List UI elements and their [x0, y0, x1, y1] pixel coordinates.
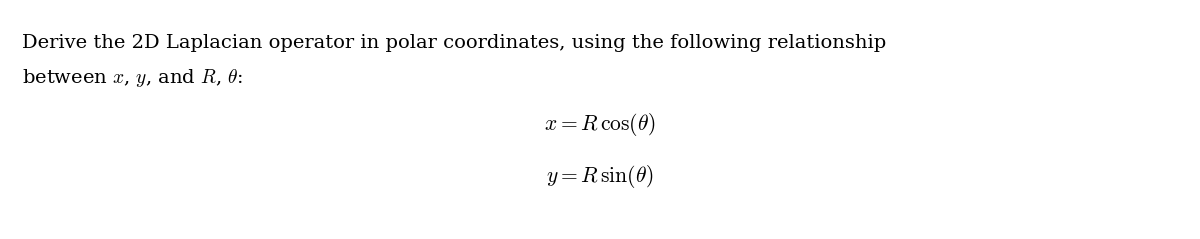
Text: $y = R\,\sin(\theta)$: $y = R\,\sin(\theta)$ — [546, 163, 654, 190]
Text: $x = R\,\cos(\theta)$: $x = R\,\cos(\theta)$ — [545, 110, 655, 137]
Text: Derive the 2D Laplacian operator in polar coordinates, using the following relat: Derive the 2D Laplacian operator in pola… — [22, 34, 887, 52]
Text: between $x$, $y$, and $R$, $\theta$:: between $x$, $y$, and $R$, $\theta$: — [22, 67, 244, 89]
